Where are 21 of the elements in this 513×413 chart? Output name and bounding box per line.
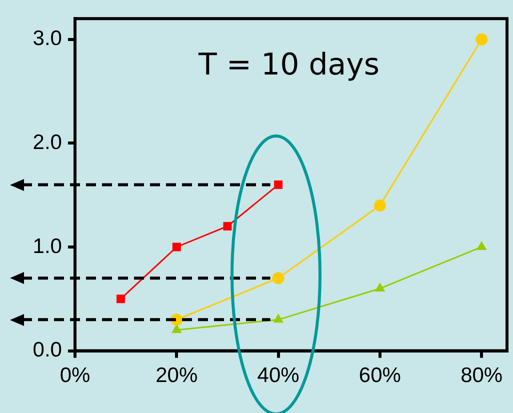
point [273,314,284,323]
annotation: T = 10 days [197,47,380,82]
point [172,242,181,252]
point [116,294,125,304]
y-tick-label: 3.0 [32,27,62,50]
point [272,272,284,284]
y-tick-label: 1.0 [32,234,62,258]
x-tick-label: 40% [257,364,300,388]
x-tick-label: 20% [156,364,198,388]
point [476,33,488,46]
point [374,282,386,292]
point [274,180,283,189]
point [223,222,232,230]
x-tick-label: 80% [460,364,503,388]
x-tick-label: 0% [60,364,90,388]
point [374,199,386,212]
y-tick-label: 2.0 [32,130,62,154]
point [171,324,182,334]
point [476,240,487,250]
x-tick-label: 60% [358,364,401,388]
y-tick-label: 0.0 [32,338,62,362]
